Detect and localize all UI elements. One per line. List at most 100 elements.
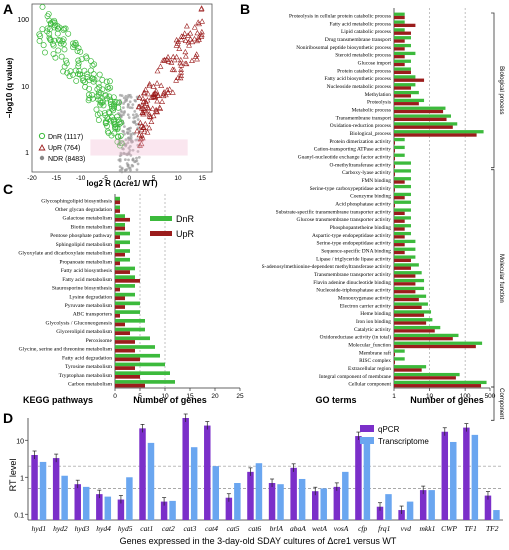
gene-label-brlA: brlA: [270, 524, 284, 533]
ndr-point: [127, 146, 131, 150]
upr-point: [170, 53, 177, 60]
go-bar-dnr: [394, 20, 405, 24]
legend-c-upr-swatch: [150, 231, 172, 236]
dnr-point: [106, 109, 112, 116]
upr-point: [178, 36, 185, 42]
kegg-bar-upr: [115, 287, 120, 292]
legend-upr-label: UpR (764): [48, 145, 80, 152]
upr-point: [141, 89, 148, 95]
go-term-label: Nucleoside-triphosphatase activity: [316, 288, 391, 294]
go-bar-dnr: [394, 372, 460, 377]
b-x-tick-500: 500: [485, 393, 496, 400]
upr-point: [139, 102, 145, 108]
qpcr-bar: [419, 490, 427, 520]
go-bar-upr: [394, 15, 405, 20]
upr-point: [154, 98, 161, 104]
go-bar-dnr: [394, 302, 428, 306]
go-bar-upr: [394, 384, 482, 388]
kegg-bar-upr: [115, 331, 130, 336]
dnr-point: [39, 26, 46, 33]
ndr-point: [126, 113, 130, 117]
go-bar-dnr: [394, 51, 416, 56]
ndr-point: [133, 109, 137, 113]
upr-point: [152, 93, 159, 99]
go-term-label: Serine-type endopeptidase activity: [316, 241, 391, 247]
upr-point: [136, 94, 143, 100]
upr-point: [178, 72, 184, 78]
upr-point: [153, 106, 160, 113]
kegg-pathway-label: Propanoate metabolism: [59, 259, 112, 265]
go-bar-dnr: [394, 286, 425, 291]
go-term-label: Lipase / triglyceride lipase activity: [316, 256, 391, 262]
b-x-tick-1: 1: [392, 393, 396, 400]
go-term-label: Transmembrane transporter activity: [314, 272, 391, 278]
ndr-point: [128, 106, 132, 110]
upr-point: [150, 112, 157, 119]
qpcr-bar: [182, 418, 189, 520]
ndr-point: [129, 95, 133, 99]
go-bar-dnr: [394, 83, 416, 87]
go-bar-dnr: [394, 106, 446, 110]
upr-point: [134, 127, 140, 134]
upr-point: [161, 89, 167, 95]
dnr-point: [104, 84, 111, 91]
ndr-point: [131, 157, 135, 161]
go-bar-upr: [394, 47, 405, 51]
ndr-point: [124, 152, 128, 156]
gene-label-frq1: frq1: [378, 524, 390, 533]
panel-b: B 1 10 100 500 Proteolysis in cellular prote…: [240, 1, 504, 421]
ndr-point: [121, 106, 125, 110]
dnr-point: [97, 97, 104, 104]
legend-transcriptome-label: Transcriptome: [378, 437, 429, 446]
ndr-point: [128, 100, 132, 104]
go-bar-upr: [394, 78, 425, 82]
go-bar-dnr: [394, 114, 451, 118]
kegg-bar-dnr: [115, 336, 150, 341]
go-bar-upr: [394, 329, 435, 333]
upr-point: [146, 111, 153, 117]
kegg-pathway-label: Fatty acid degradation: [62, 355, 112, 361]
ndr-point: [122, 113, 125, 117]
dnr-point: [104, 128, 111, 135]
dnr-point: [107, 96, 114, 103]
kegg-bar-upr: [115, 200, 120, 205]
dnr-point: [78, 56, 85, 63]
go-bar-upr: [394, 258, 411, 263]
upr-point: [194, 29, 201, 36]
upr-point: [169, 89, 176, 95]
go-term-label: Lipid catabolic process: [341, 29, 391, 35]
upr-point: [157, 63, 164, 69]
go-bar-upr: [394, 149, 395, 153]
kegg-bar-upr: [115, 261, 120, 266]
ndr-point: [123, 125, 126, 129]
kegg-bar-dnr: [115, 301, 140, 306]
dnr-point: [117, 132, 124, 139]
kegg-bar-dnr: [115, 214, 125, 218]
dnr-point: [91, 61, 98, 68]
ndr-point: [122, 151, 126, 155]
go-term-label: Cellular component: [348, 382, 391, 388]
transcriptome-bar: [234, 483, 241, 520]
go-bar-upr: [394, 211, 405, 216]
dnr-point: [55, 47, 62, 54]
upr-point: [144, 104, 151, 111]
go-bar-dnr: [394, 231, 411, 236]
qpcr-bar: [225, 497, 233, 520]
transcriptome-bar: [342, 471, 349, 520]
kegg-bar-upr: [115, 357, 140, 362]
legend-c-upr-label: UpR: [176, 229, 195, 239]
upr-point: [181, 30, 188, 36]
dnr-point: [103, 78, 110, 85]
qpcr-bar: [312, 491, 319, 520]
go-bar-dnr: [394, 341, 483, 345]
go-term-label: FMN binding: [361, 178, 391, 184]
panel-b-genes-label: Number of genes: [410, 395, 484, 405]
y-tick-100: 100: [17, 17, 29, 24]
ndr-point: [129, 134, 133, 138]
ndr-point: [125, 168, 129, 171]
go-bar-dnr: [394, 325, 441, 330]
go-bar-upr: [394, 344, 476, 349]
go-term-label: Glucose transmembrane transporter activi…: [297, 217, 392, 223]
go-term-label: Nucleoside metabolic process: [327, 84, 391, 90]
